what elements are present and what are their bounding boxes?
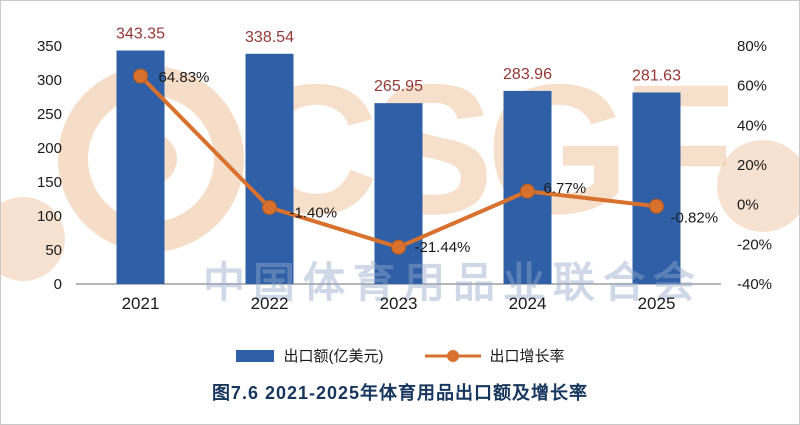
growth-value-label: -0.82% <box>671 209 719 226</box>
line-swatch-icon <box>425 349 482 362</box>
growth-value-label: 6.77% <box>544 180 587 197</box>
left-axis-tick: 0 <box>54 276 62 293</box>
chart-title: 图7.6 2021-2025年体育用品出口额及增长率 <box>211 383 589 403</box>
left-axis-tick: 300 <box>37 72 62 89</box>
right-axis-tick: 40% <box>737 117 767 134</box>
bar <box>245 53 294 284</box>
watermark-chinese: 中国体育用品业联合会 <box>203 259 703 306</box>
left-axis-tick: 100 <box>37 208 62 225</box>
line-marker <box>262 199 277 215</box>
line-marker <box>649 198 664 214</box>
growth-value-label: 64.83% <box>159 69 210 86</box>
growth-value-label: -1.40% <box>290 204 338 221</box>
left-axis-tick: 250 <box>37 106 62 123</box>
right-axis-tick: -20% <box>737 236 772 253</box>
bar-value-label: 283.96 <box>503 66 552 83</box>
line-marker <box>391 239 406 255</box>
legend-item-export-value: 出口额(亿美元) <box>235 345 383 366</box>
left-axis-tick: 150 <box>37 174 62 191</box>
x-axis-label: 2021 <box>122 294 160 313</box>
left-axis-tick: 50 <box>45 242 62 259</box>
x-axis-label: 2025 <box>638 294 676 313</box>
bar-value-label: 265.95 <box>374 78 423 95</box>
chart-canvas: CSGF050100150200250300350-40%-20%0%20%40… <box>1 26 799 313</box>
bar-swatch-icon <box>236 349 275 362</box>
x-axis-label: 2023 <box>380 294 418 313</box>
watermark-blob-left <box>1 197 65 281</box>
right-axis-tick: 0% <box>737 197 759 214</box>
watermark-blob-right <box>717 140 799 232</box>
bar-value-label: 338.54 <box>245 29 294 46</box>
bar-value-label: 281.63 <box>632 67 681 84</box>
growth-value-label: -21.44% <box>415 239 471 256</box>
x-axis-label: 2024 <box>509 294 547 313</box>
bar <box>632 92 681 284</box>
right-axis-tick: 60% <box>737 78 767 95</box>
line-marker <box>133 68 148 84</box>
right-axis-tick: 80% <box>737 38 767 55</box>
legend-item-growth-rate: 出口增长率 <box>425 345 565 366</box>
left-axis-tick: 350 <box>37 38 62 55</box>
legend-line-label: 出口增长率 <box>489 348 565 365</box>
bar-value-label: 343.35 <box>116 26 165 43</box>
legend-bar-label: 出口额(亿美元) <box>283 348 384 365</box>
x-axis-label: 2022 <box>251 294 289 313</box>
right-axis-tick: -40% <box>737 276 772 293</box>
bar <box>374 103 423 285</box>
left-axis-tick: 200 <box>37 140 62 157</box>
line-marker <box>520 183 535 199</box>
legend: 出口额(亿美元) 出口增长率 <box>1 345 799 366</box>
bar <box>116 50 165 284</box>
right-axis-tick: 20% <box>737 157 767 174</box>
